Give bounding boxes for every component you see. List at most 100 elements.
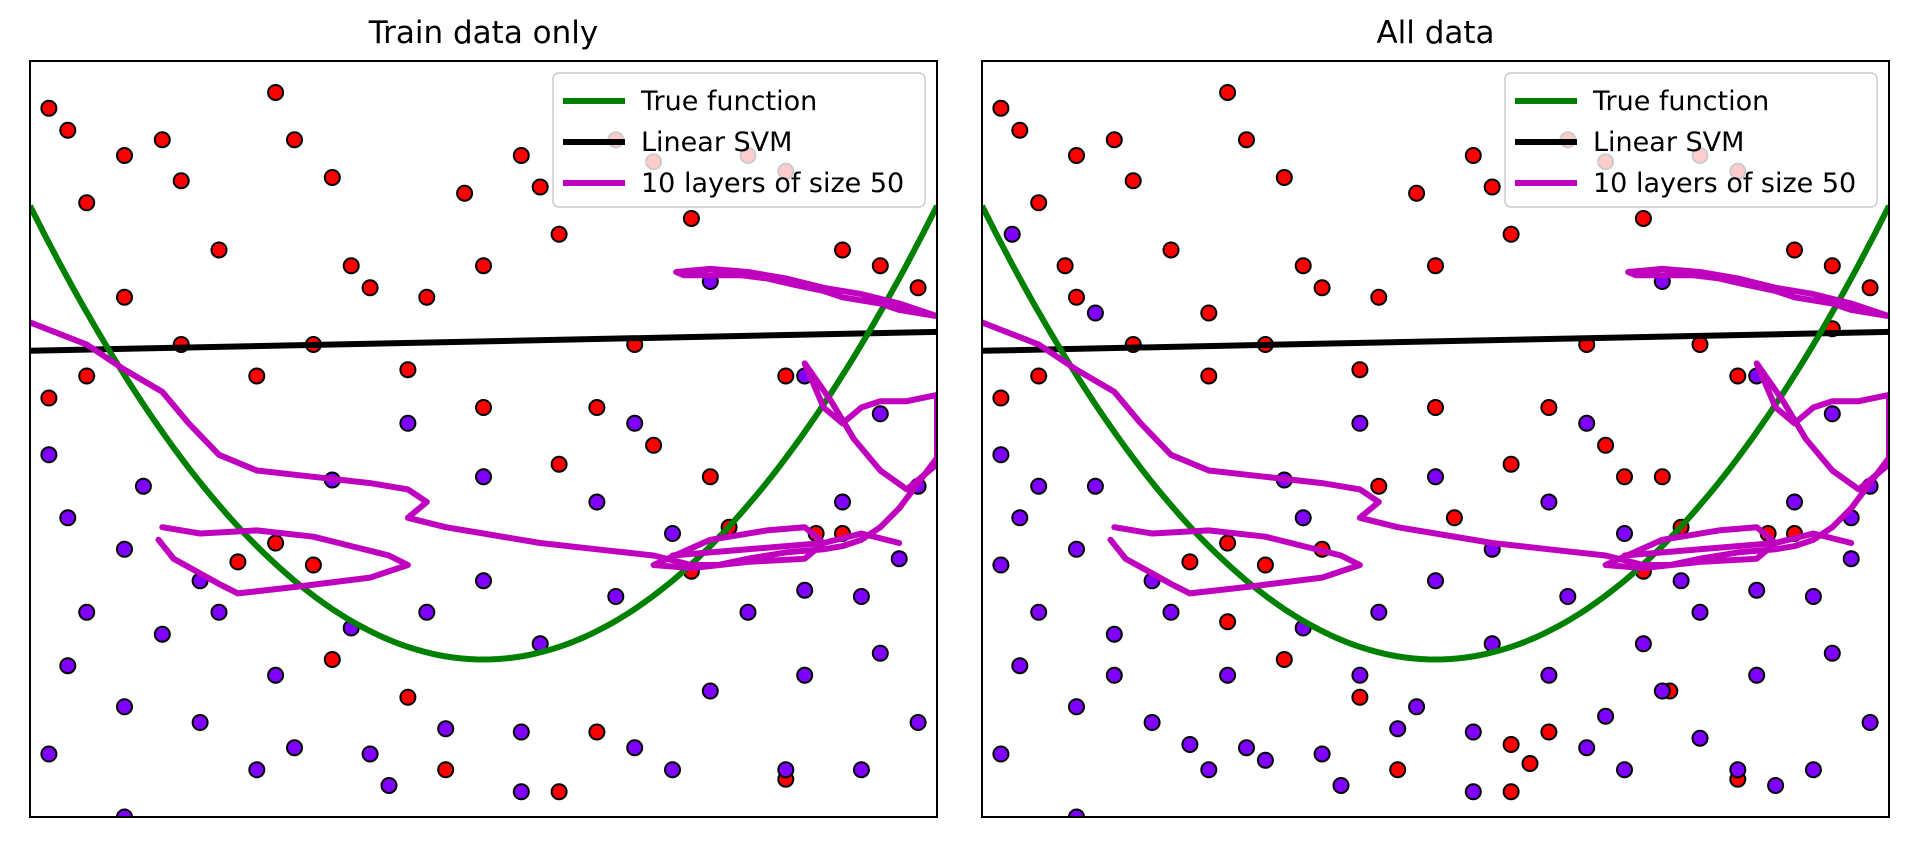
legend-label: Linear SVM: [1593, 127, 1744, 158]
legend-label: True function: [1592, 86, 1769, 117]
data-point-red: [1521, 755, 1539, 772]
data-point-red: [116, 147, 133, 164]
data-point-purple: [701, 682, 719, 700]
data-point-purple: [1559, 588, 1577, 605]
data-point-purple: [418, 603, 436, 621]
data-point-purple: [1464, 783, 1482, 801]
data-point-red: [1634, 210, 1652, 227]
data-point-purple: [248, 761, 266, 779]
data-point-red: [1427, 399, 1444, 416]
data-point-red: [1124, 172, 1142, 190]
data-point-red: [1464, 147, 1482, 164]
data-point-purple: [1030, 603, 1048, 621]
data-point-purple: [1427, 468, 1444, 486]
data-point-red: [550, 783, 568, 801]
data-point-purple: [1672, 572, 1690, 590]
data-point-purple: [852, 588, 870, 605]
data-point-purple: [1597, 707, 1615, 725]
data-point-purple: [1691, 603, 1709, 621]
data-point-red: [1238, 131, 1255, 149]
data-point-red: [1445, 509, 1463, 527]
data-point-purple: [664, 525, 681, 542]
data-point-purple: [1370, 603, 1388, 621]
data-point-red: [1219, 613, 1237, 631]
legend-label: 10 layers of size 50: [1593, 168, 1856, 199]
data-point-red: [1313, 279, 1331, 297]
data-point-red: [78, 367, 96, 385]
data-point-red: [909, 279, 927, 297]
chart-title: All data: [1376, 15, 1494, 51]
legend-box: [552, 72, 926, 208]
legend-box: [1504, 72, 1878, 208]
data-point-red: [210, 241, 228, 259]
linear-svm-line: [30, 328, 937, 354]
data-point-red: [1200, 367, 1218, 385]
data-point-purple: [1068, 698, 1085, 716]
data-point-purple: [992, 745, 1010, 763]
data-point-red: [1030, 194, 1048, 212]
data-point-red: [777, 367, 795, 385]
legend-label: True function: [640, 86, 817, 117]
data-point-red: [1068, 288, 1085, 306]
data-point-red: [286, 131, 303, 149]
data-point-purple: [476, 825, 491, 840]
data-point-purple: [1011, 509, 1029, 527]
data-point-purple: [1351, 414, 1369, 432]
data-point-red: [1294, 257, 1312, 275]
data-point-purple: [361, 745, 379, 763]
data-point-purple: [1748, 581, 1766, 599]
data-point-purple: [267, 666, 285, 684]
data-point-purple: [796, 666, 814, 684]
data-point-red: [531, 178, 549, 196]
mlp-boundary-segment: [801, 360, 937, 493]
axes-frame: [981, 60, 1890, 818]
data-point-red: [1200, 304, 1218, 322]
data-point-purple: [1086, 304, 1104, 322]
data-point-red: [399, 688, 417, 706]
data-point-red: [1823, 257, 1841, 275]
data-point-red: [116, 288, 133, 306]
data-point-purple: [210, 603, 228, 621]
data-point-purple: [40, 446, 58, 464]
data-point-purple: [1408, 698, 1426, 716]
data-point-purple: [1634, 635, 1652, 653]
data-point-red: [701, 468, 719, 486]
data-point-purple: [116, 540, 133, 558]
data-point-red: [1351, 688, 1369, 706]
plot-area: [30, 84, 937, 840]
data-point-red: [1653, 468, 1671, 486]
data-point-purple: [1294, 509, 1312, 527]
data-point-purple: [871, 644, 889, 662]
data-point-purple: [40, 745, 58, 763]
data-point-red: [1540, 723, 1558, 741]
data-point-purple: [1578, 739, 1596, 757]
data-point-purple: [1162, 603, 1180, 621]
data-point-red: [682, 210, 700, 227]
data-point-red: [992, 99, 1010, 117]
data-point-purple: [909, 714, 927, 731]
data-point-purple: [1313, 745, 1331, 763]
data-point-purple: [1219, 666, 1237, 684]
data-point-red: [1427, 257, 1444, 275]
data-point-purple: [871, 405, 889, 423]
data-point-purple: [588, 493, 606, 511]
data-point-purple: [1616, 761, 1633, 779]
legend-label: 10 layers of size 50: [641, 168, 904, 199]
data-point-red: [1729, 367, 1747, 385]
data-point-red: [267, 84, 285, 101]
data-point-purple: [1200, 761, 1218, 779]
data-point-purple: [1030, 477, 1048, 495]
data-point-purple: [1616, 525, 1633, 542]
data-point-red: [1408, 184, 1426, 202]
data-point-purple: [834, 493, 851, 511]
data-point-red: [342, 257, 360, 275]
data-point-red: [1616, 468, 1633, 486]
data-point-red: [1389, 761, 1407, 779]
data-point-purple: [607, 588, 625, 605]
mlp-boundary-segment: [1107, 524, 1363, 597]
data-point-purple: [890, 550, 908, 568]
mlp-boundary-segment: [1621, 530, 1855, 559]
data-point-purple: [1861, 714, 1879, 731]
legend-label: Linear SVM: [641, 127, 792, 158]
data-point-red: [1275, 651, 1293, 668]
